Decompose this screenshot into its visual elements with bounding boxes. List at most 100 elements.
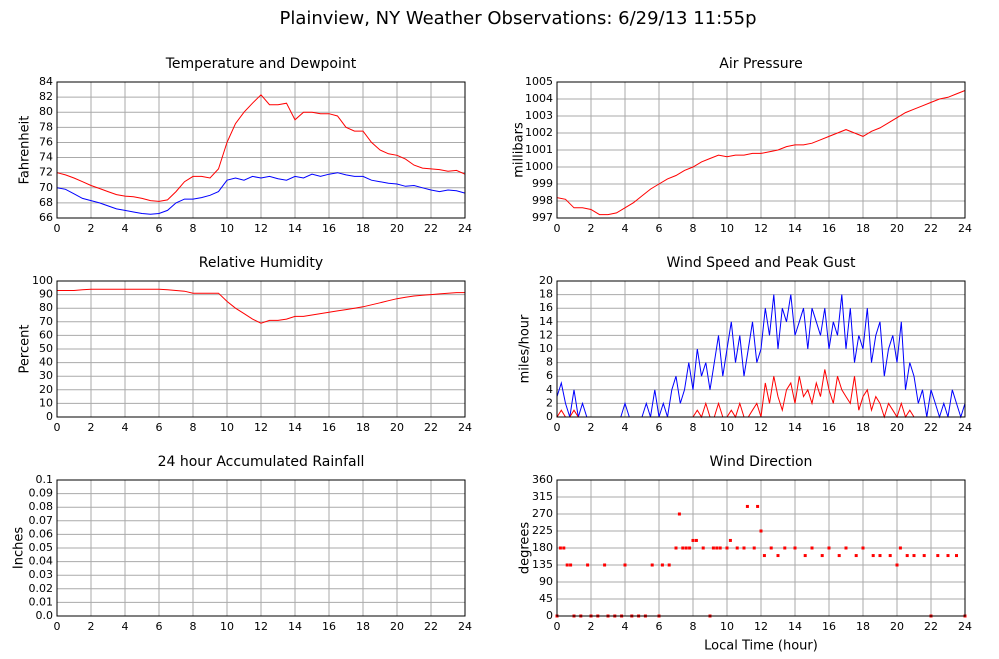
y-tick-label: 68	[39, 196, 53, 209]
data-point	[735, 546, 739, 550]
plot-frame	[556, 81, 966, 219]
x-tick-label: 4	[122, 222, 129, 235]
data-point	[769, 546, 773, 550]
data-point	[898, 546, 902, 550]
x-tick-label: 10	[220, 421, 234, 434]
data-point	[895, 563, 899, 567]
y-tick-label: 0	[546, 410, 553, 423]
x-tick-label: 4	[622, 222, 629, 235]
x-tick-label: 20	[890, 222, 904, 235]
y-tick-label: 84	[39, 75, 53, 88]
y-tick-label: 70	[39, 315, 53, 328]
data-point	[694, 538, 698, 542]
x-tick-label: 18	[356, 222, 370, 235]
x-tick-label: 24	[458, 620, 472, 633]
y-tick-label: 0	[546, 609, 553, 622]
x-tick-label: 20	[890, 421, 904, 434]
x-tick-label: 20	[390, 222, 404, 235]
x-tick-label: 18	[856, 222, 870, 235]
x-tick-label: 6	[156, 222, 163, 235]
y-tick-label: 999	[532, 177, 553, 190]
x-tick-label: 18	[856, 620, 870, 633]
x-tick-label: 18	[856, 421, 870, 434]
data-point	[684, 546, 688, 550]
x-tick-label: 14	[788, 620, 802, 633]
plot-frame	[56, 81, 466, 219]
y-tick-label: 0	[46, 410, 53, 423]
data-point	[562, 546, 566, 550]
x-tick-label: 16	[322, 620, 336, 633]
y-tick-label: 8	[546, 356, 553, 369]
x-tick-label: 8	[690, 421, 697, 434]
y-tick-label: 360	[532, 473, 553, 486]
y-tick-label: 74	[39, 151, 53, 164]
x-tick-label: 0	[54, 222, 61, 235]
chart-title: Wind Direction	[710, 454, 813, 470]
y-tick-label: 14	[539, 315, 553, 328]
plot-frame	[556, 280, 966, 418]
y-axis-label: miles/hour	[518, 314, 533, 383]
data-point	[837, 554, 841, 558]
y-tick-label: 0.05	[29, 541, 54, 554]
y-tick-label: 0.03	[29, 568, 54, 581]
y-tick-label: 18	[539, 288, 553, 301]
y-tick-label: 0.06	[29, 527, 54, 540]
y-axis-label: millibars	[512, 122, 527, 178]
y-tick-label: 1003	[525, 109, 553, 122]
y-tick-label: 10	[539, 342, 553, 355]
y-tick-label: 0.02	[29, 582, 54, 595]
y-tick-label: 0.08	[29, 500, 54, 513]
x-tick-label: 22	[924, 620, 938, 633]
data-point	[783, 546, 787, 550]
y-tick-label: 70	[39, 181, 53, 194]
y-tick-label: 2	[546, 396, 553, 409]
x-tick-label: 14	[288, 421, 302, 434]
data-point	[793, 546, 797, 550]
data-point	[810, 546, 814, 550]
data-point	[558, 546, 562, 550]
data-point	[955, 554, 958, 558]
y-tick-label: 135	[532, 558, 553, 571]
x-tick-label: 0	[54, 421, 61, 434]
x-tick-label: 4	[122, 421, 129, 434]
data-point	[854, 554, 858, 558]
data-point	[691, 538, 695, 542]
y-axis-label: Inches	[12, 527, 27, 569]
data-point	[905, 554, 909, 558]
data-point	[725, 546, 729, 550]
x-tick-label: 20	[890, 620, 904, 633]
data-point	[565, 563, 569, 567]
x-tick-label: 12	[754, 421, 768, 434]
x-tick-label: 6	[656, 421, 663, 434]
data-point	[728, 538, 732, 542]
y-tick-label: 270	[532, 507, 553, 520]
data-point	[878, 554, 882, 558]
x-tick-label: 4	[122, 620, 129, 633]
data-line	[556, 90, 966, 216]
x-tick-label: 8	[190, 222, 197, 235]
page-title: Plainview, NY Weather Observations: 6/29…	[279, 8, 756, 29]
data-line	[57, 288, 465, 324]
x-tick-label: 12	[754, 620, 768, 633]
data-point	[623, 563, 627, 567]
data-point	[586, 563, 590, 567]
y-tick-label: 80	[39, 301, 53, 314]
x-tick-label: 8	[690, 222, 697, 235]
data-point	[762, 554, 766, 558]
x-tick-label: 0	[554, 620, 561, 633]
y-axis-label: degrees	[518, 522, 533, 575]
x-tick-label: 12	[754, 222, 768, 235]
data-line	[56, 94, 466, 202]
x-tick-label: 2	[588, 222, 595, 235]
data-point	[667, 563, 671, 567]
y-tick-label: 0.09	[29, 487, 54, 500]
y-tick-label: 1002	[525, 126, 553, 139]
y-tick-label: 90	[39, 288, 53, 301]
data-point	[888, 554, 892, 558]
y-tick-label: 4	[546, 383, 553, 396]
x-tick-label: 14	[288, 620, 302, 633]
y-tick-label: 40	[39, 356, 53, 369]
y-tick-label: 45	[539, 592, 553, 605]
x-tick-label: 12	[254, 620, 268, 633]
data-point	[912, 554, 916, 558]
